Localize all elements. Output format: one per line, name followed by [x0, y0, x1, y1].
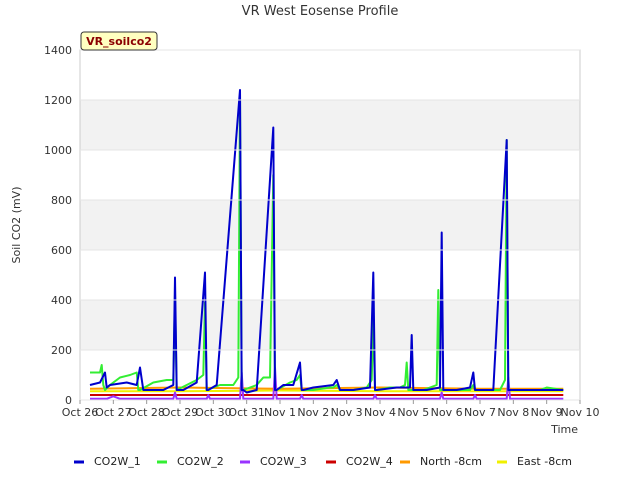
chart-title: VR West Eosense Profile	[242, 4, 399, 19]
y-tick-label: 1000	[44, 144, 72, 157]
legend-label: North -8cm	[420, 455, 482, 468]
grid-band	[80, 50, 580, 100]
x-tick-label: Nov 7	[464, 406, 496, 419]
legend-label: CO2W_2	[177, 455, 224, 468]
legend-label: East -8cm	[517, 455, 572, 468]
y-tick-label: 800	[51, 194, 72, 207]
x-tick-label: Nov 10	[561, 406, 600, 419]
x-tick-label: Nov 5	[397, 406, 429, 419]
x-tick-label: Nov 8	[497, 406, 529, 419]
x-axis-label: Time	[550, 423, 578, 436]
x-tick-label: Nov 1	[264, 406, 296, 419]
x-tick-label: Oct 30	[195, 406, 232, 419]
legend: CO2W_1 CO2W_2 CO2W_3 CO2W_4 North -8cm East -…	[74, 455, 572, 468]
x-tick-label: Nov 3	[331, 406, 363, 419]
y-axis-label: Soil CO2 (mV)	[10, 187, 23, 264]
y-tick-label: 200	[51, 344, 72, 357]
station-badge: VR_soilco2	[80, 31, 158, 51]
y-tick-label: 0	[65, 394, 72, 407]
x-tick-label: Oct 29	[162, 406, 199, 419]
x-tick-label: Nov 6	[431, 406, 463, 419]
series-lines	[89, 89, 564, 400]
y-tick-label: 400	[51, 294, 72, 307]
x-tick-label: Oct 26	[62, 406, 99, 419]
y-tick-label: 1400	[44, 44, 72, 57]
grid-band	[80, 100, 580, 150]
x-tick-label: Nov 9	[531, 406, 563, 419]
grid-band	[80, 150, 580, 200]
x-tick-label: Nov 2	[297, 406, 329, 419]
series-line-co2w-1	[89, 89, 564, 394]
grid-band	[80, 200, 580, 250]
legend-label: CO2W_3	[260, 455, 307, 468]
y-tick-label: 600	[51, 244, 72, 257]
x-tick-label: Oct 31	[228, 406, 265, 419]
series-line-east-8cm	[90, 389, 564, 393]
grid-band	[80, 250, 580, 300]
series-line-co2w-3	[90, 366, 564, 400]
x-tick-label: Nov 4	[364, 406, 396, 419]
legend-label: CO2W_4	[346, 455, 393, 468]
x-tick-label: Oct 28	[128, 406, 165, 419]
y-tick-label: 1200	[44, 94, 72, 107]
series-line-co2w-2	[90, 91, 564, 391]
station-badge-box	[80, 31, 158, 51]
background-bands	[80, 50, 580, 400]
legend-label: CO2W_1	[94, 455, 141, 468]
station-badge-label: VR_soilco2	[86, 35, 152, 48]
y-axis: 0 200 400 600 800 1000 1200 1400	[44, 44, 580, 407]
x-tick-label: Oct 27	[95, 406, 132, 419]
